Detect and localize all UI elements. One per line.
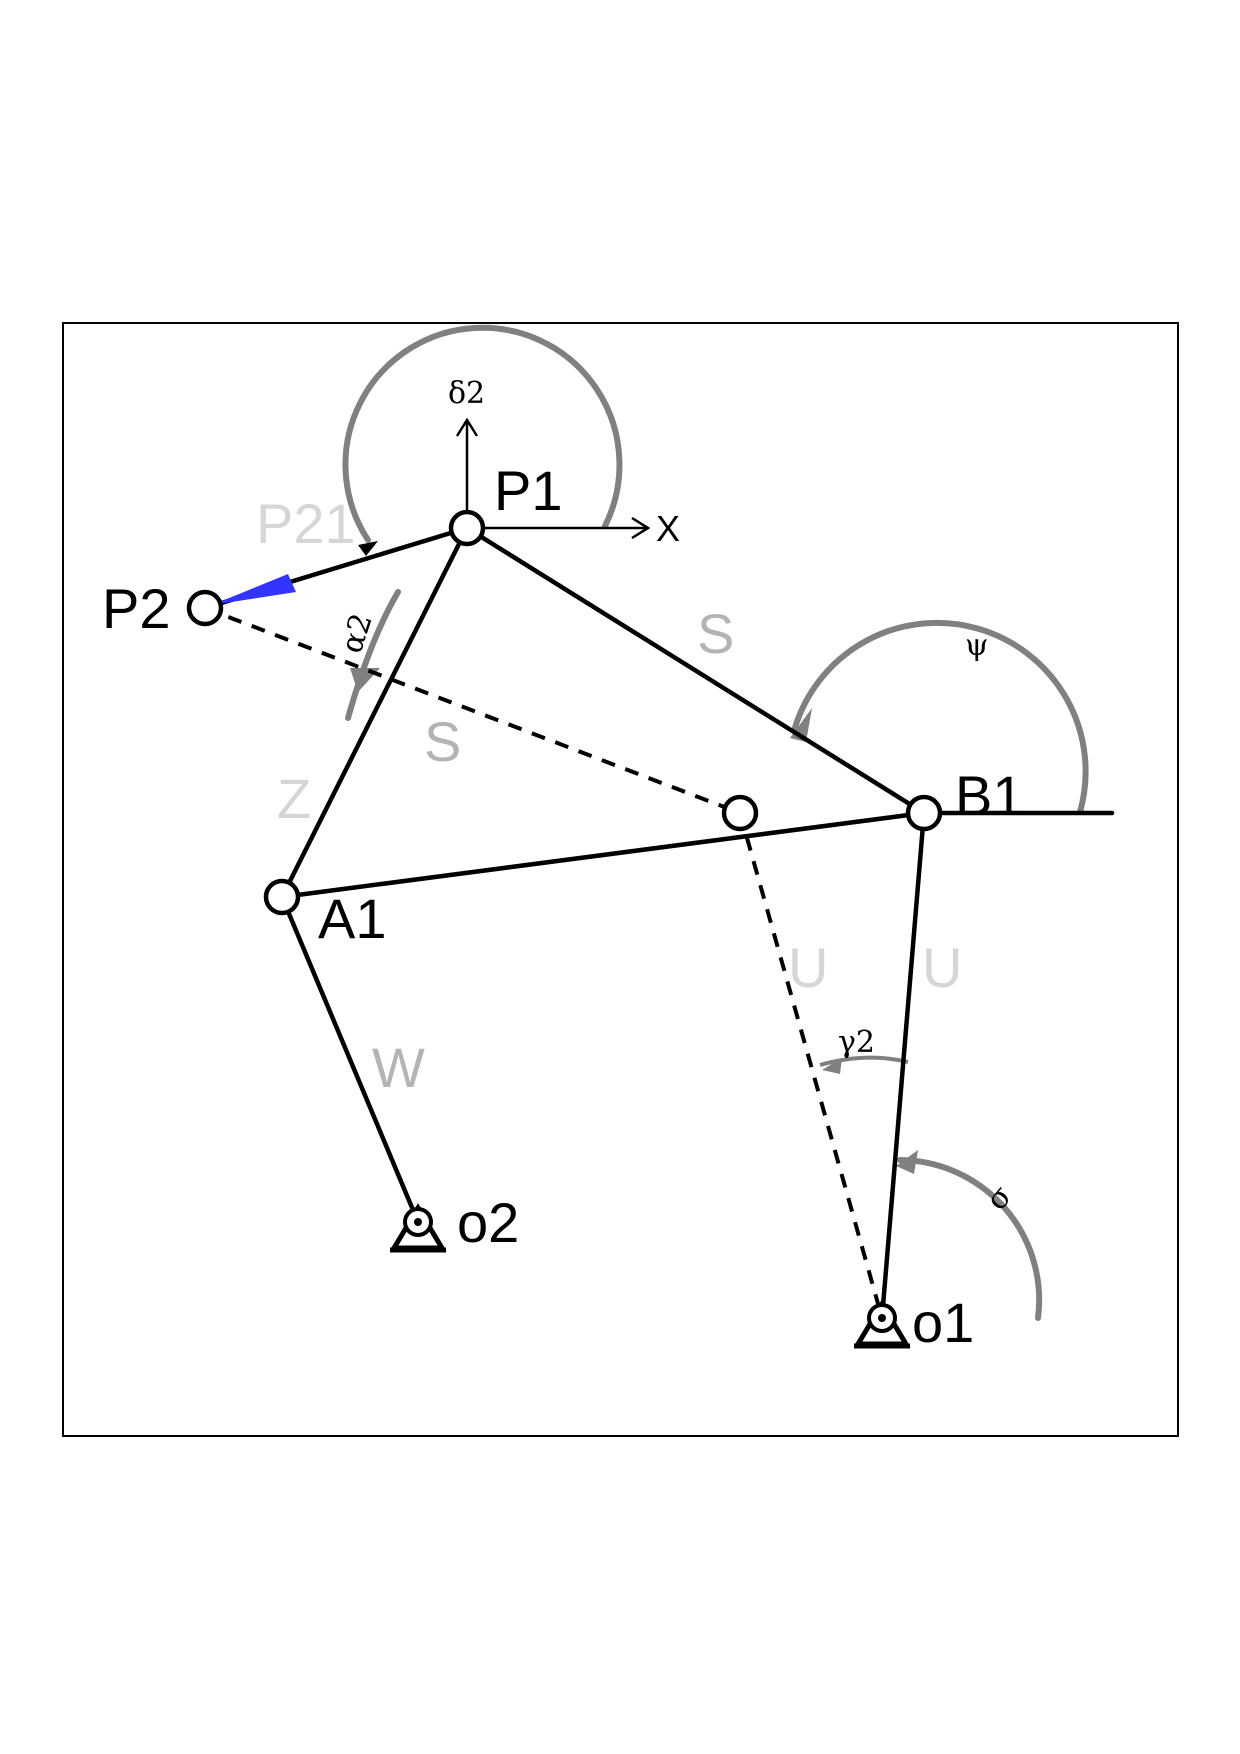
- label-a1: A1: [318, 887, 387, 950]
- ground-support-o1: [853, 1299, 911, 1349]
- link-a1-b1: [279, 810, 927, 900]
- dashed-line-b2-to-o1: [738, 812, 884, 1319]
- joint-p2: [186, 589, 224, 627]
- label-z: Z: [277, 767, 311, 830]
- ground-support-o2: [389, 1203, 447, 1253]
- y-axis-arrowhead: [455, 417, 479, 437]
- delta2-arc: [342, 324, 623, 543]
- gamma2-arc: [819, 1055, 909, 1067]
- label-b1: B1: [955, 764, 1024, 827]
- label-u-dashed: U: [788, 936, 828, 999]
- link-s: [464, 525, 927, 816]
- diagram-frame: [62, 322, 1179, 1437]
- label-p21: P21: [256, 492, 356, 555]
- sigma-arc: [897, 1157, 1043, 1321]
- gamma2-arrowhead: [822, 1058, 842, 1074]
- joint-b2: [721, 794, 759, 832]
- link-z: [279, 525, 470, 900]
- label-s-upper: S: [697, 602, 734, 665]
- joint-a1: [263, 878, 301, 916]
- label-p1: P1: [494, 459, 563, 522]
- p21-arrowhead: [358, 541, 378, 556]
- label-sigma: σ: [979, 1179, 1019, 1217]
- label-u-solid: U: [922, 936, 962, 999]
- alpha2-arc: [345, 589, 401, 721]
- label-w: W: [372, 1036, 425, 1099]
- link-u: [879, 810, 927, 1321]
- label-s-lower: S: [424, 710, 461, 773]
- psi-arc: [791, 619, 1089, 815]
- joint-p1: [448, 509, 486, 547]
- x-axis-arrowhead: [631, 516, 651, 540]
- label-psi: ψ: [965, 628, 989, 663]
- label-delta2: δ2: [448, 376, 485, 411]
- label-gamma2: γ2: [838, 1025, 875, 1060]
- label-o2: o2: [457, 1191, 519, 1254]
- label-x-axis: X: [656, 508, 680, 549]
- joint-b1: [905, 794, 943, 832]
- label-p2: P2: [102, 577, 171, 640]
- p2-direction-arrow: [212, 574, 296, 605]
- sigma-arrowhead: [896, 1150, 918, 1174]
- dashed-line-p2-to-b2: [204, 606, 741, 815]
- label-o1: o1: [912, 1291, 974, 1354]
- link-w: [279, 894, 421, 1225]
